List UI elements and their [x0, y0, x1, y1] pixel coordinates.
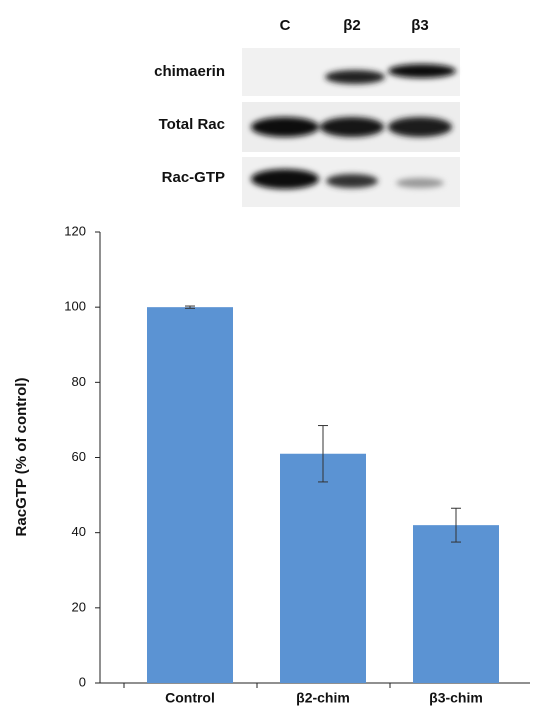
- blot-band: [388, 64, 456, 78]
- row-label: chimaerin: [154, 63, 225, 80]
- row-label: Total Rac: [159, 116, 225, 133]
- blot-band: [320, 117, 384, 137]
- y-tick-label: 120: [64, 223, 86, 238]
- bar: [280, 454, 366, 683]
- bar: [147, 307, 233, 683]
- lane-label: β2: [343, 17, 361, 34]
- bar: [413, 525, 499, 683]
- x-tick-label: Control: [165, 690, 215, 706]
- y-tick-label: 80: [72, 374, 86, 389]
- figure: C β2 β3 chimaerin Total Rac Rac-GTP RacG…: [0, 0, 538, 710]
- x-tick-label: β2-chim: [296, 690, 350, 706]
- row-label: Rac-GTP: [162, 169, 225, 186]
- blot-band: [326, 174, 378, 188]
- lane-label: β3: [411, 17, 429, 34]
- lane-label: C: [280, 17, 291, 34]
- blot: C β2 β3 chimaerin Total Rac Rac-GTP: [154, 17, 460, 207]
- blot-band: [325, 70, 385, 84]
- blot-band: [251, 169, 319, 189]
- blot-band: [251, 117, 319, 137]
- y-tick-label: 100: [64, 299, 86, 314]
- y-tick-label: 40: [72, 524, 86, 539]
- page: {"blot": {"lanes": ["C", "β2", "β3"], "r…: [0, 0, 538, 710]
- blot-band: [388, 117, 452, 137]
- y-tick-label: 20: [72, 599, 86, 614]
- y-tick-label: 0: [79, 674, 86, 689]
- y-tick-label: 60: [72, 449, 86, 464]
- blot-band: [396, 178, 444, 188]
- y-axis-label: RacGTP (% of control): [13, 378, 30, 537]
- x-tick-label: β3-chim: [429, 690, 483, 706]
